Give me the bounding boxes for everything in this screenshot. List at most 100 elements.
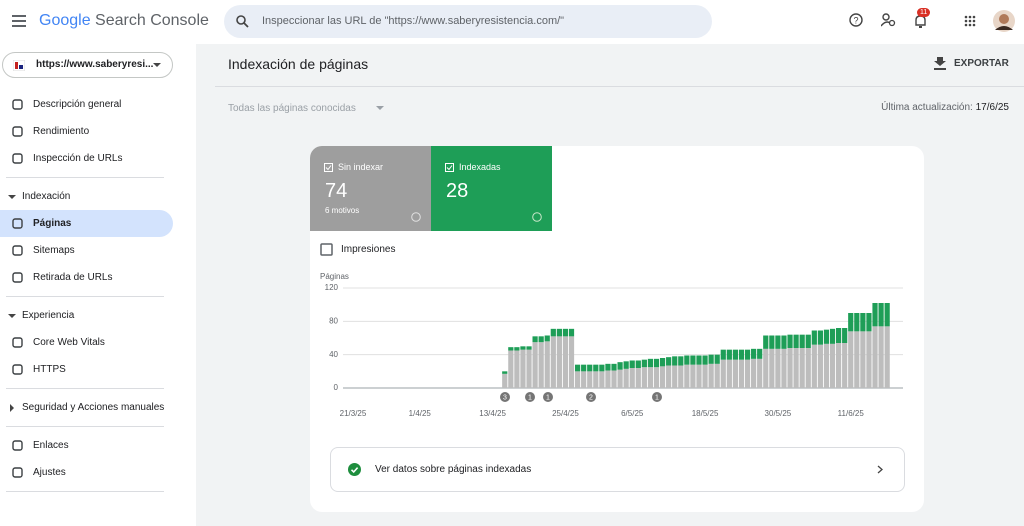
nav-section[interactable]: Experiencia xyxy=(0,302,196,329)
nav-icon xyxy=(12,245,23,256)
bar xyxy=(708,354,714,364)
last-update-date: 17/6/25 xyxy=(975,102,1009,113)
bar xyxy=(769,335,775,349)
bar xyxy=(726,359,732,388)
tile-help[interactable] xyxy=(532,212,542,222)
menu-button[interactable] xyxy=(12,15,26,27)
bar xyxy=(732,349,739,360)
nav-item[interactable]: Sitemaps xyxy=(0,237,173,264)
bar xyxy=(751,358,757,388)
bar xyxy=(581,371,587,388)
nav-item[interactable]: Descripción general xyxy=(0,91,173,118)
annotation-label: 3 xyxy=(503,394,507,401)
section-caret xyxy=(8,313,16,318)
nav-section[interactable]: Indexación xyxy=(0,183,196,210)
bar xyxy=(532,342,538,388)
bar xyxy=(508,347,514,351)
bar xyxy=(793,334,799,348)
bar xyxy=(829,328,836,344)
bar xyxy=(653,358,660,368)
export-button[interactable]: EXPORTAR xyxy=(934,57,1009,70)
admin-icon[interactable] xyxy=(881,13,896,27)
bar xyxy=(605,370,611,388)
icon-shape xyxy=(12,218,23,229)
section-caret xyxy=(10,403,14,412)
nav-icon xyxy=(12,337,23,348)
tile-not-indexed[interactable]: Sin indexar 74 6 motivos xyxy=(310,146,431,231)
nav-item[interactable]: Páginas xyxy=(0,210,173,237)
bar xyxy=(811,330,817,345)
search-box[interactable]: Inspeccionar las URL de "https://www.sab… xyxy=(224,5,712,38)
x-tick-label: 1/4/25 xyxy=(409,409,432,418)
bar xyxy=(623,368,629,388)
bar xyxy=(836,343,842,388)
filter-dropdown[interactable]: Todas las páginas conocidas xyxy=(228,103,384,114)
bar xyxy=(763,335,769,349)
bar xyxy=(574,364,581,372)
help-icon[interactable]: ? xyxy=(849,13,863,27)
y-axis-title: Páginas xyxy=(320,272,349,281)
nav-item[interactable]: Ajustes xyxy=(0,459,173,486)
bar xyxy=(757,348,763,359)
bar xyxy=(617,369,623,388)
nav-item[interactable]: Inspección de URLs xyxy=(0,145,173,172)
nav-item[interactable]: Retirada de URLs xyxy=(0,264,173,291)
bar xyxy=(556,336,562,388)
bar xyxy=(653,367,660,388)
avatar[interactable] xyxy=(993,10,1015,32)
bar xyxy=(611,370,617,388)
dropdown-caret xyxy=(153,63,161,67)
bar xyxy=(738,349,745,360)
nav-icon xyxy=(12,153,23,164)
check-icon xyxy=(348,463,361,476)
tile-indexed[interactable]: Indexadas 28 xyxy=(431,146,552,231)
bar xyxy=(538,342,544,388)
bar xyxy=(684,355,690,365)
x-tick-label: 11/6/25 xyxy=(838,409,865,418)
nav-item[interactable]: Enlaces xyxy=(0,432,173,459)
bar xyxy=(866,331,872,388)
nav-item[interactable]: Rendimiento xyxy=(0,118,173,145)
nav-section-label: Experiencia xyxy=(22,310,75,321)
last-update-label: Última actualización: xyxy=(881,102,973,113)
bar xyxy=(574,371,581,388)
nav-item[interactable]: Core Web Vitals xyxy=(0,329,173,356)
indexed-link[interactable]: Ver datos sobre páginas indexadas xyxy=(330,447,905,492)
bar xyxy=(666,357,672,366)
nav-item[interactable]: HTTPS xyxy=(0,356,173,383)
y-tick-label: 80 xyxy=(329,316,338,325)
caret-shape xyxy=(8,313,16,318)
top-bar: Google Search Console Inspeccionar las U… xyxy=(0,0,1024,44)
annotation-marker xyxy=(500,392,510,402)
bar xyxy=(714,363,720,388)
bar xyxy=(605,363,611,371)
property-selector[interactable]: https://www.saberyresi... xyxy=(2,52,173,78)
annotation-marker xyxy=(586,392,596,402)
bar xyxy=(720,359,726,388)
nav-item-label: Core Web Vitals xyxy=(33,337,105,348)
report-card: Sin indexar 74 6 motivos Indexadas 28 Im… xyxy=(310,146,924,512)
tile-detail: 6 motivos xyxy=(325,206,360,215)
bar xyxy=(690,364,696,388)
nav-divider xyxy=(6,296,164,297)
logo[interactable]: Google Search Console xyxy=(39,12,209,30)
bar xyxy=(568,336,575,388)
tile-help[interactable] xyxy=(411,212,421,222)
tile-checkbox xyxy=(324,162,333,172)
search-placeholder: Inspeccionar las URL de "https://www.sab… xyxy=(262,15,565,27)
nav-section-label: Seguridad y Acciones manuales xyxy=(22,402,165,413)
bar xyxy=(702,355,708,365)
sidebar: https://www.saberyresi... Descripción ge… xyxy=(0,44,196,526)
apps-icon[interactable] xyxy=(964,15,976,27)
nav-section[interactable]: Seguridad y Acciones manuales xyxy=(0,394,196,421)
bar xyxy=(775,348,781,388)
bar xyxy=(581,364,587,372)
annotation-marker xyxy=(543,392,553,402)
impressions-toggle[interactable]: Impresiones xyxy=(320,243,395,256)
checkbox xyxy=(320,243,333,256)
nav-item-label: HTTPS xyxy=(33,364,66,375)
bar xyxy=(684,364,690,388)
nav-divider xyxy=(6,177,164,178)
bar xyxy=(617,362,623,370)
